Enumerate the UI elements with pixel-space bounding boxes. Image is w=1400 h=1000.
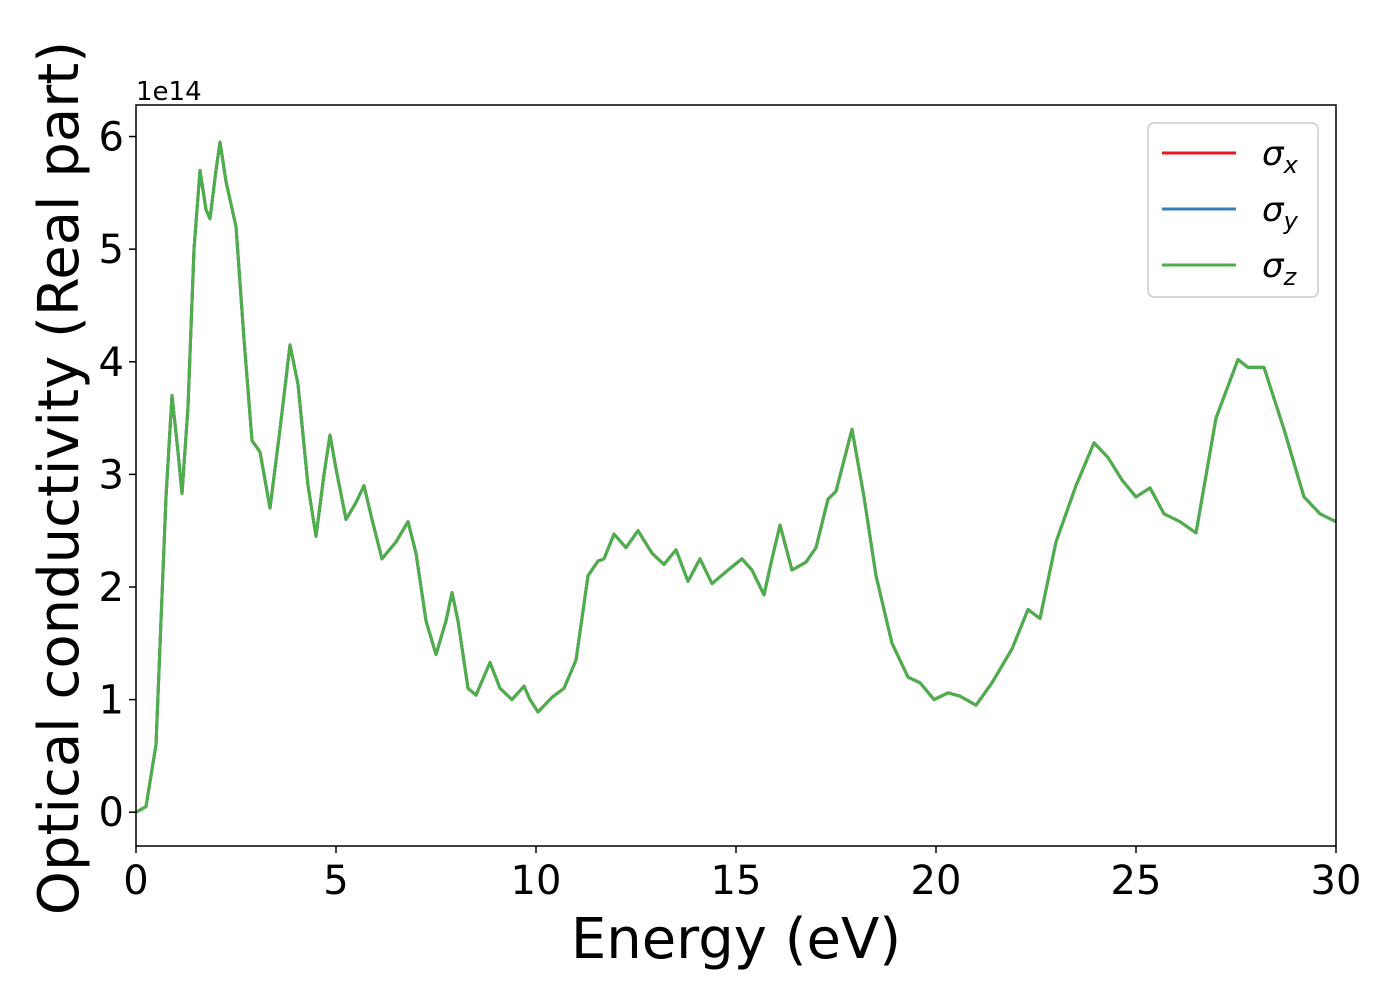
x-tick-label: 0 <box>123 858 148 904</box>
y-tick-label: 5 <box>99 227 124 273</box>
x-tick-label: 10 <box>511 858 562 904</box>
x-tick-label: 20 <box>911 858 962 904</box>
offset-text: 1e14 <box>136 77 202 107</box>
x-tick-label: 30 <box>1311 858 1362 904</box>
y-tick-label: 0 <box>99 790 124 836</box>
y-tick-label: 3 <box>99 452 124 498</box>
y-tick-label: 6 <box>99 115 124 161</box>
y-axis-label: Optical conductivity (Real part) <box>27 41 92 915</box>
x-tick-label: 25 <box>1111 858 1162 904</box>
legend-label: σy <box>1262 190 1299 235</box>
plot-frame <box>135 104 1337 847</box>
y-tick-label: 4 <box>99 340 124 386</box>
y-tick-label: 2 <box>99 565 124 611</box>
x-tick-label: 5 <box>323 858 348 904</box>
x-axis-label: Energy (eV) <box>571 907 901 972</box>
legend-label: σx <box>1262 134 1299 179</box>
series-line <box>135 140 1337 814</box>
y-tick-label: 1 <box>99 678 124 724</box>
x-tick-label: 15 <box>711 858 762 904</box>
legend-label: σz <box>1262 246 1298 291</box>
